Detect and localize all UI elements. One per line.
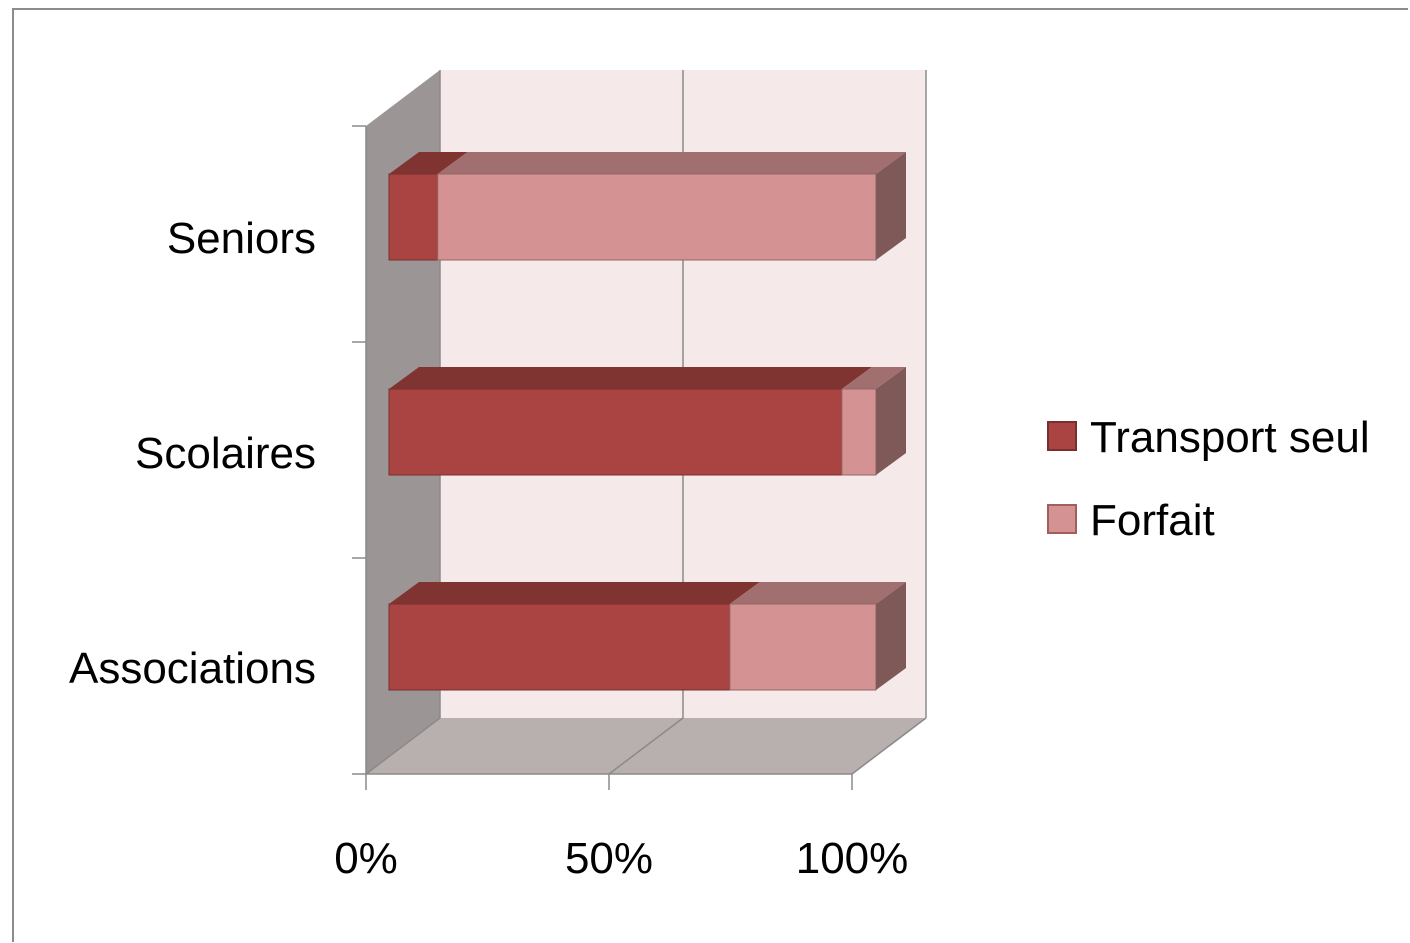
gridline-floor-0 [365,717,441,775]
bar-top-scolaires-1 [841,367,906,389]
bar-end-associations-1 [876,582,906,690]
bar-seniors-1 [437,173,877,261]
bar-scolaires-1 [841,388,877,476]
gridline-floor-2 [851,717,927,775]
bar-top-associations-1 [729,582,906,604]
legend-swatch-transport-seul [1047,421,1077,451]
category-label-scolaires: Scolaires [135,429,316,478]
x-tick-label-100: 100% [796,834,909,883]
bar-end-seniors-1 [876,152,906,260]
bars [388,152,906,691]
bar-top-seniors-1 [437,152,906,174]
bar-top-seniors-0 [389,152,468,174]
x-tick-label-0: 0% [334,834,398,883]
category-label-associations: Associations [69,644,316,693]
bar-top-associations-0 [389,582,760,604]
x-tick-label-50: 50% [565,834,653,883]
legend-label-forfait: Forfait [1090,496,1215,545]
bar-associations-0 [388,603,731,691]
axes [352,125,853,790]
bar-seniors-0 [388,173,439,261]
bar-end-scolaires-1 [876,367,906,475]
bar-scolaires-0 [388,388,843,476]
bar-associations-1 [729,603,877,691]
gridline-floor-1 [608,717,684,775]
category-label-seniors: Seniors [167,214,316,263]
legend-label-transport-seul: Transport seul [1090,413,1370,462]
bar-top-scolaires-0 [389,367,872,389]
legend-swatch-forfait [1047,504,1077,534]
legend: Transport seul Forfait [1047,413,1370,545]
